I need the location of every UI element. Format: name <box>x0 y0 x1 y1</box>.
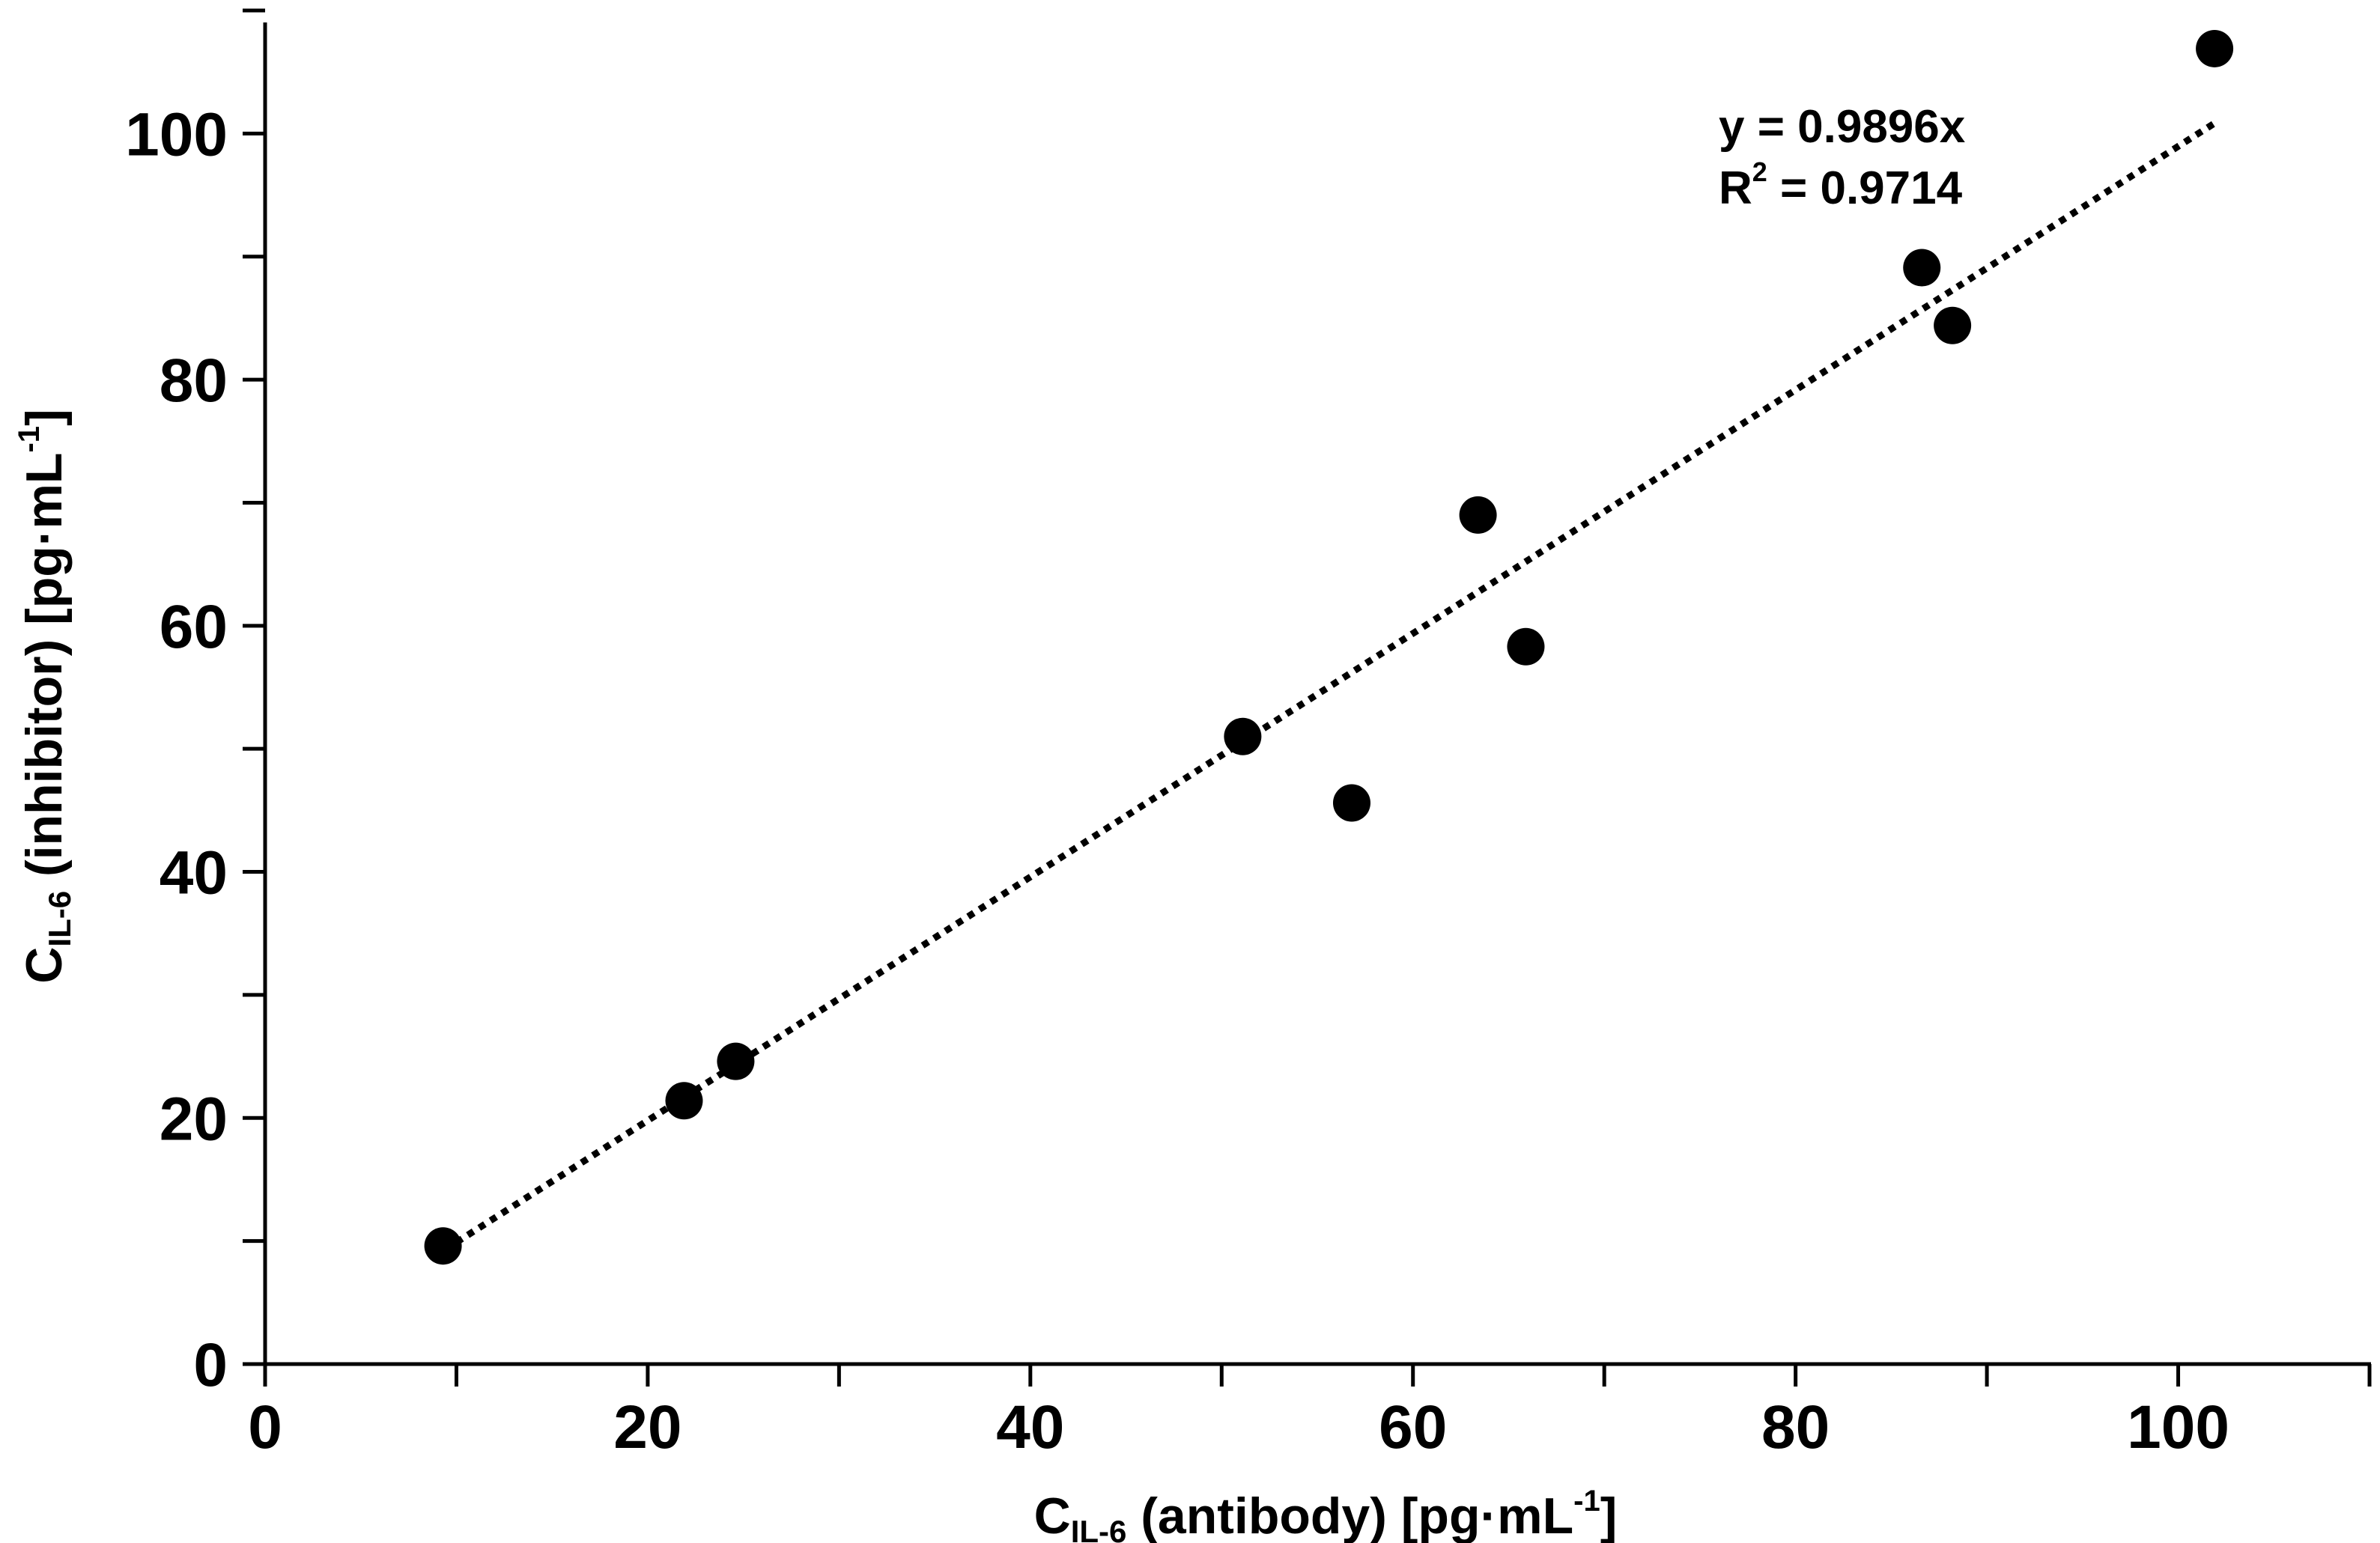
x-tick-label: 40 <box>996 1393 1064 1461</box>
y-tick-label: 80 <box>160 347 228 415</box>
equation-label: y = 0.9896x <box>1719 101 1966 153</box>
x-tick-label: 20 <box>613 1393 681 1461</box>
x-tick-label: 60 <box>1379 1393 1447 1461</box>
y-tick-label: 20 <box>160 1085 228 1153</box>
y-tick-label: 0 <box>193 1331 228 1399</box>
data-point <box>1507 627 1545 666</box>
data-point <box>717 1042 755 1080</box>
y-tick-label: 60 <box>160 593 228 661</box>
data-points <box>424 29 2234 1265</box>
data-point <box>1459 496 1497 534</box>
y-tick-label: 100 <box>125 100 228 168</box>
y-tick-label: 40 <box>160 839 228 907</box>
fit-line-group <box>455 120 2217 1246</box>
r-squared-label: R2 = 0.9714 <box>1719 156 1963 214</box>
x-tick-label: 80 <box>1761 1393 1830 1461</box>
axes <box>263 22 2371 1366</box>
data-point <box>2196 29 2234 67</box>
data-point <box>424 1227 462 1265</box>
x-tick-label: 0 <box>248 1393 282 1461</box>
data-point <box>1934 306 1972 344</box>
data-point <box>1332 784 1370 822</box>
data-point <box>1903 249 1941 287</box>
x-axis-title: CIL-6 (antibody) [pg·mL-1] <box>1034 1485 1618 1543</box>
data-point <box>665 1082 703 1120</box>
y-axis-title: CIL-6 (inhibitor) [pg·mL-1] <box>13 409 77 983</box>
regression-annotation: y = 0.9896x R2 = 0.9714 <box>1719 101 1966 214</box>
fit-line <box>455 120 2217 1246</box>
x-tick-label: 100 <box>2127 1393 2229 1461</box>
axis-ticks: 0 20 40 60 80 100 0 20 40 60 80 100 <box>125 8 2372 1461</box>
data-point <box>1224 717 1262 755</box>
